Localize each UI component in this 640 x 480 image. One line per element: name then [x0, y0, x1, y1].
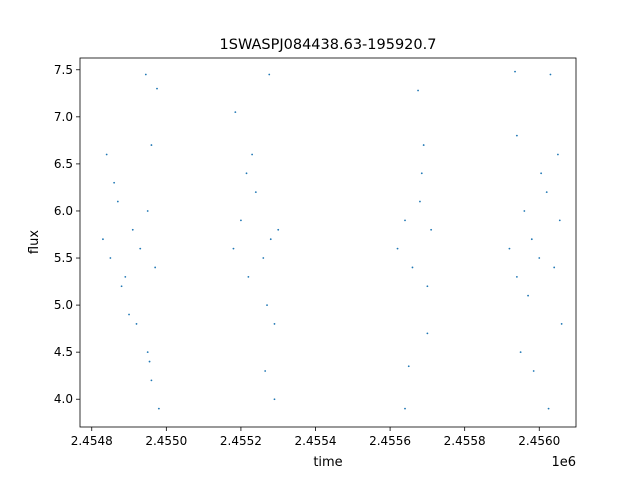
y-tick-label: 7.5	[54, 63, 73, 77]
plot-frame	[79, 57, 577, 428]
x-tick-label: 2.4558	[444, 434, 486, 448]
data-point	[404, 407, 406, 410]
data-point	[426, 285, 429, 288]
data-point	[254, 191, 257, 194]
data-point	[396, 247, 399, 250]
y-tick-label: 5.5	[54, 251, 73, 265]
data-point	[105, 153, 108, 156]
data-point	[268, 73, 271, 76]
data-point	[430, 228, 433, 231]
data-point	[404, 219, 406, 222]
data-point	[538, 257, 541, 259]
data-point	[109, 257, 112, 259]
y-tick-label: 5.0	[54, 298, 73, 312]
data-point	[549, 73, 552, 76]
data-point	[515, 134, 518, 137]
data-point	[264, 370, 267, 372]
y-tick-label: 4.0	[54, 392, 73, 406]
data-point	[426, 332, 429, 335]
data-point	[240, 219, 242, 222]
data-point	[232, 247, 235, 250]
data-point	[519, 351, 522, 354]
data-point	[422, 144, 425, 146]
data-point	[144, 73, 147, 76]
data-point	[419, 200, 421, 203]
data-point	[120, 285, 123, 288]
x-tick-label: 2.4548	[71, 434, 113, 448]
data-point	[156, 87, 158, 90]
data-point	[146, 351, 149, 354]
data-point	[139, 247, 142, 250]
chart-title: 1SWASPJ084438.63-195920.7	[220, 37, 437, 53]
data-point	[150, 379, 153, 382]
x-tick-label: 2.4554	[295, 434, 337, 448]
data-point	[508, 247, 511, 250]
data-point	[102, 238, 104, 241]
data-point	[135, 323, 138, 325]
data-point	[277, 228, 280, 231]
y-tick-label: 7.0	[54, 110, 73, 124]
data-point	[131, 228, 134, 231]
data-point	[560, 323, 563, 325]
data-point	[553, 266, 556, 269]
data-point	[273, 398, 276, 401]
data-point	[557, 153, 559, 156]
data-point	[545, 191, 548, 194]
data-point	[540, 172, 543, 175]
y-axis-label: flux	[27, 230, 42, 254]
y-axis-ticks: 4.0 4.5 5.0 5.5 6.0 6.5 7.0 7.5	[54, 63, 80, 406]
data-point	[245, 172, 248, 175]
data-point	[417, 89, 419, 92]
data-point	[269, 238, 272, 241]
x-tick-label: 2.4560	[518, 434, 560, 448]
data-point	[273, 323, 276, 325]
data-point	[266, 304, 268, 306]
data-point	[558, 219, 561, 222]
data-point	[523, 210, 526, 212]
data-point	[157, 407, 160, 410]
y-tick-label: 6.0	[54, 204, 73, 218]
data-point	[527, 294, 529, 297]
x-axis-ticks: 2.4548 2.4550 2.4552 2.4554 2.4556 2.4558 2.45…	[71, 427, 560, 448]
x-tick-label: 2.4556	[369, 434, 411, 448]
y-tick-label: 4.5	[54, 345, 73, 359]
data-point	[234, 111, 237, 114]
data-point	[128, 313, 130, 316]
data-point	[148, 360, 151, 363]
data-point	[247, 275, 250, 278]
data-point	[116, 200, 119, 203]
data-point	[150, 144, 153, 146]
x-axis-offset-label: 1e6	[551, 455, 576, 470]
data-point	[411, 266, 414, 269]
data-point	[530, 238, 533, 241]
x-tick-label: 2.4550	[145, 434, 187, 448]
data-point	[514, 70, 516, 73]
data-point	[124, 275, 127, 278]
data-point	[154, 266, 157, 269]
x-axis-label: time	[313, 455, 342, 470]
data-point	[420, 172, 423, 175]
data-point	[532, 370, 535, 372]
data-point	[251, 153, 254, 156]
data-point	[113, 181, 116, 184]
scatter-points	[102, 70, 563, 410]
x-tick-label: 2.4552	[220, 434, 262, 448]
data-point	[262, 257, 265, 259]
y-tick-label: 6.5	[54, 157, 73, 171]
data-point	[146, 210, 149, 212]
data-point	[407, 365, 410, 368]
data-point	[515, 275, 518, 278]
data-point	[547, 407, 550, 410]
